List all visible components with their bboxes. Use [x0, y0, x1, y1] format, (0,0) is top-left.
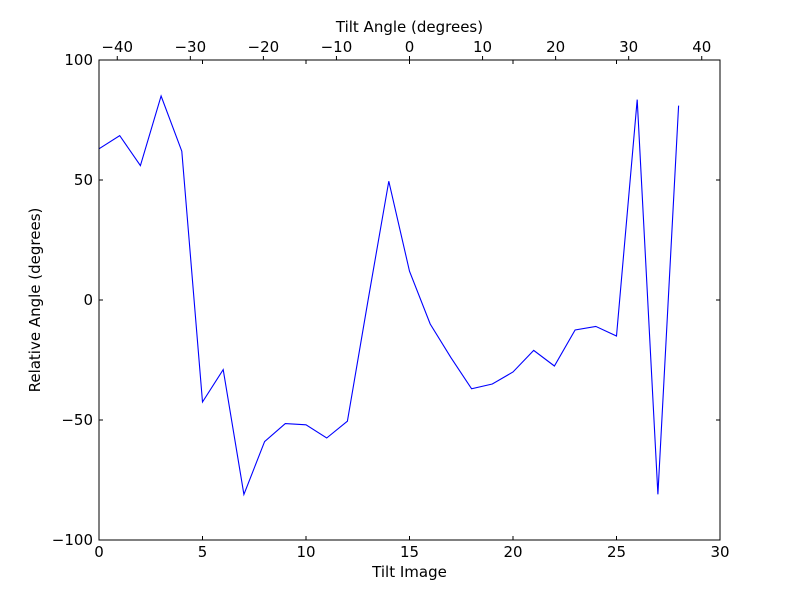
top-axis-label: Tilt Angle (degrees) — [335, 18, 483, 36]
series-line — [98, 94, 680, 497]
x-tick-label: 10 — [296, 543, 315, 561]
x-tick-label: 30 — [710, 543, 729, 561]
x-tick-label: 20 — [503, 543, 522, 561]
top-tick-label: 0 — [405, 38, 415, 56]
top-tick-label: −10 — [321, 38, 353, 56]
top-tick-label: 40 — [692, 38, 711, 56]
y-tick-label: 100 — [64, 51, 93, 69]
x-tick-label: 0 — [94, 543, 104, 561]
top-tick-label: 10 — [473, 38, 492, 56]
y-tick-label: 0 — [83, 291, 93, 309]
x-axis-label: Tilt Image — [371, 563, 447, 581]
top-tick-label: 20 — [546, 38, 565, 56]
top-tick-label: −30 — [174, 38, 206, 56]
top-tick-label: 30 — [619, 38, 638, 56]
y-tick-label: −50 — [61, 411, 93, 429]
y-tick-label: 50 — [74, 171, 93, 189]
x-tick-label: 25 — [607, 543, 626, 561]
top-tick-label: −40 — [101, 38, 133, 56]
y-tick-label: −100 — [52, 531, 93, 549]
x-tick-label: 5 — [198, 543, 208, 561]
top-tick-label: −20 — [248, 38, 280, 56]
plot-area — [98, 94, 680, 497]
x-tick-label: 15 — [400, 543, 419, 561]
plot-frame — [98, 59, 721, 541]
ticks: 0 5 10 15 20 25 30−40 −30 −20 −10 0 10 20 30 40100500−… — [52, 38, 730, 561]
y-axis-label: Relative Angle (degrees) — [26, 208, 44, 393]
